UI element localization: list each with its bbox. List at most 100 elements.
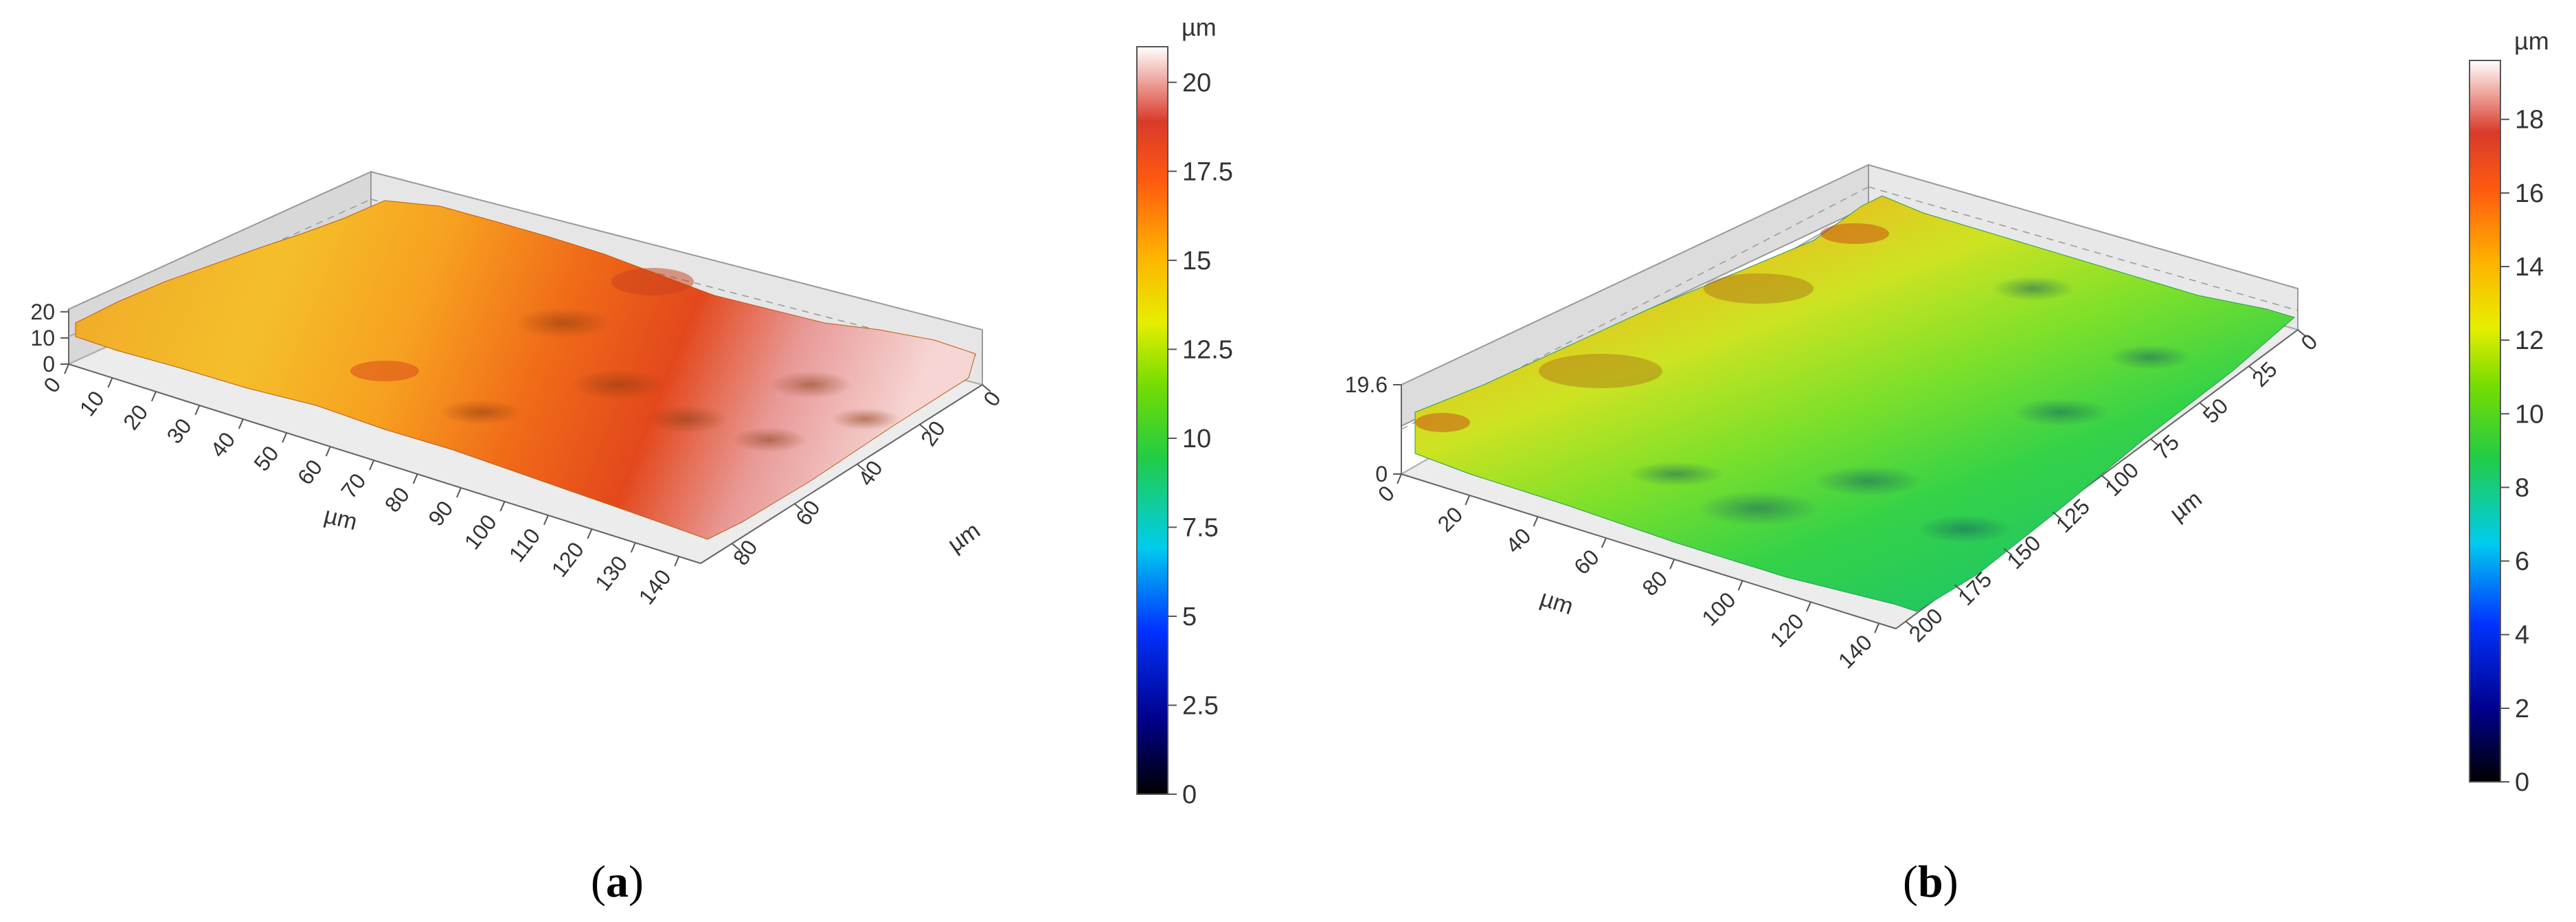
y-axis-label-a: µm — [943, 517, 985, 558]
y-tick-b — [2248, 366, 2258, 374]
y-tick-b — [2052, 511, 2061, 519]
colorbar-tick-label: 18 — [2515, 106, 2544, 135]
x-tick-label-a: 80 — [380, 482, 414, 517]
colorbar-tick-label: 2.5 — [1182, 692, 1219, 721]
caption-a: (a) — [591, 857, 644, 907]
x-axis-label-a: µm — [321, 502, 360, 535]
x-tick-b — [1601, 537, 1607, 548]
colorbar-tick-label: 10 — [1182, 425, 1211, 453]
caption-b: (b) — [1903, 857, 1958, 907]
surface-plot-a — [67, 170, 984, 565]
colorbar-tick-label: 12 — [2515, 326, 2544, 355]
x-tick-a — [238, 418, 244, 429]
x-tick-label-b: 120 — [1765, 609, 1809, 652]
colorbar-tick-label: 4 — [2515, 621, 2529, 650]
y-tick-b — [2297, 329, 2307, 337]
x-tick-label-a: 20 — [118, 400, 152, 434]
colorbar-a: µm 0 2.5 5 7.5 10 12.5 15 17.5 20 — [1136, 13, 1233, 809]
x-tick-label-a: 30 — [162, 414, 196, 448]
z-tick-label-a: 10 — [30, 326, 55, 350]
y-tick-label-a: 0 — [978, 387, 1006, 411]
x-tick-a — [282, 432, 288, 443]
colorbar-tick-label: 10 — [2515, 400, 2544, 429]
x-tick-label-a: 60 — [293, 455, 327, 489]
colorbar-tick-label: 6 — [2515, 548, 2529, 576]
x-tick-label-b: 100 — [1697, 587, 1740, 631]
x-tick-b — [1397, 473, 1402, 484]
x-tick-a — [64, 363, 69, 374]
surface-a — [75, 200, 976, 540]
y-tick-a — [857, 463, 866, 472]
x-tick-label-b: 20 — [1433, 502, 1468, 537]
x-tick-b — [1533, 516, 1539, 527]
x-tick-a — [325, 446, 331, 457]
x-tick-a — [499, 501, 506, 512]
grid-line — [1868, 186, 2298, 311]
colorbar-tick-label: 5 — [1182, 603, 1197, 631]
z-axis-b: 019.6 — [1345, 372, 1401, 486]
colorbar-tick-label: 20 — [1182, 69, 1211, 98]
z-tick-label-b: 19.6 — [1345, 372, 1388, 397]
y-tick-b — [2101, 475, 2111, 483]
x-tick-label-b: 140 — [1833, 630, 1877, 673]
y-tick-a — [731, 543, 741, 551]
colorbar-b: µm 0 2 4 6 8 10 12 14 16 18 — [2469, 27, 2549, 797]
colorbar-tick-label: 8 — [2515, 473, 2529, 502]
x-tick-a — [369, 460, 375, 471]
colorbar-b-gradient — [2469, 60, 2501, 783]
x-tick-a — [674, 556, 680, 567]
colorbar-tick-label: 0 — [1182, 780, 1197, 809]
x-tick-a — [630, 542, 636, 553]
x-tick-a — [107, 377, 113, 388]
x-tick-a — [587, 528, 593, 539]
surface-plot-b — [1399, 164, 2300, 630]
colorbar-tick-label: 2 — [2515, 695, 2529, 723]
y-tick-label-b: 0 — [2296, 329, 2322, 355]
colorbar-a-unit: µm — [1182, 13, 1217, 41]
y-tick-b — [2199, 402, 2208, 410]
surface-b — [1414, 195, 2296, 612]
x-tick-b — [1465, 495, 1471, 506]
x-tick-label-a: 40 — [205, 427, 240, 462]
y-axis-label-b: µm — [2165, 486, 2207, 526]
x-tick-b — [1805, 601, 1811, 612]
y-tick-a — [794, 503, 804, 512]
x-tick-label-a: 90 — [423, 496, 457, 530]
x-tick-label-b: 60 — [1569, 545, 1604, 580]
x-tick-a — [150, 391, 157, 402]
x-axis-label-b: µm — [1537, 585, 1577, 620]
z-tick-label-b: 0 — [1375, 462, 1388, 486]
colorbar-tick-label: 12.5 — [1182, 335, 1233, 364]
x-tick-label-a: 110 — [504, 524, 545, 566]
x-tick-label-a: 130 — [590, 551, 632, 595]
z-tick-label-a: 0 — [43, 352, 55, 376]
x-tick-b — [1737, 580, 1743, 591]
colorbar-a-gradient — [1136, 46, 1168, 795]
x-tick-label-a: 70 — [336, 469, 370, 503]
x-tick-a — [456, 487, 462, 498]
y-tick-b — [1954, 584, 1964, 593]
colorbar-tick-label: 0 — [2515, 768, 2529, 797]
x-tick-label-a: 120 — [547, 537, 589, 581]
colorbar-tick-label: 14 — [2515, 253, 2544, 282]
colorbar-tick-label: 16 — [2515, 179, 2544, 208]
x-tick-label-a: 100 — [460, 510, 501, 554]
x-tick-b — [1874, 622, 1880, 633]
colorbar-b-unit: µm — [2514, 27, 2549, 55]
colorbar-tick-label: 7.5 — [1182, 513, 1219, 542]
x-tick-label-a: 140 — [634, 565, 676, 609]
colorbar-tick-label: 17.5 — [1182, 157, 1233, 186]
y-tick-b — [1905, 620, 1914, 629]
colorbar-tick-label: 15 — [1182, 247, 1211, 276]
x-tick-label-b: 80 — [1638, 566, 1673, 601]
y-tick-a — [919, 424, 929, 432]
x-tick-label-a: 10 — [75, 386, 109, 420]
x-tick-a — [412, 473, 418, 484]
z-tick-label-a: 20 — [30, 300, 55, 324]
y-tick-b — [2003, 548, 2013, 556]
y-tick-b — [2150, 438, 2160, 447]
x-tick-label-a: 50 — [249, 441, 283, 475]
x-tick-a — [194, 405, 201, 416]
